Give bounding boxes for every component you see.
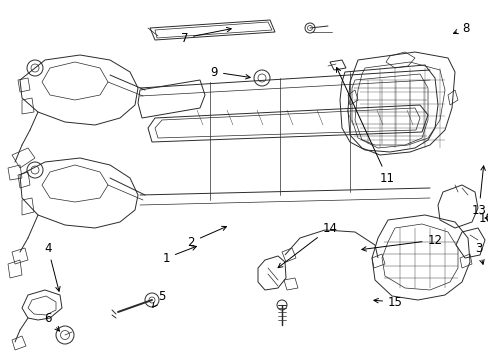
Text: 4: 4 (44, 242, 60, 291)
Text: 12: 12 (361, 234, 442, 251)
Text: 7: 7 (180, 27, 231, 45)
Text: 1: 1 (162, 246, 196, 265)
Text: 15: 15 (373, 296, 402, 309)
Text: 3: 3 (474, 242, 483, 264)
Text: 2: 2 (187, 226, 226, 248)
Text: 13: 13 (470, 166, 486, 216)
Text: 11: 11 (336, 68, 394, 184)
Text: 14: 14 (278, 221, 337, 267)
Text: 5: 5 (152, 289, 165, 307)
Text: 6: 6 (44, 311, 60, 331)
Text: 8: 8 (452, 22, 468, 35)
Text: 10: 10 (478, 211, 488, 225)
Text: 9: 9 (210, 66, 250, 79)
